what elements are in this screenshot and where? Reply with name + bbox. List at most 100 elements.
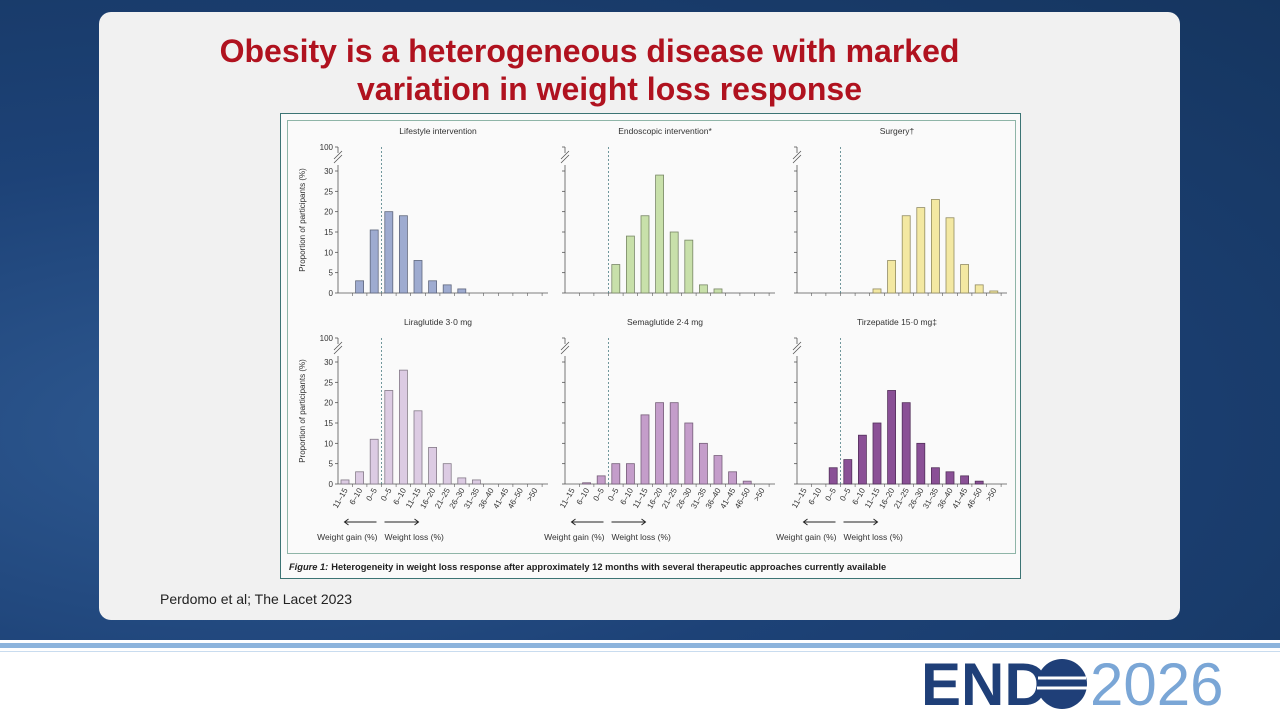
caption-label: Figure 1: [289, 562, 329, 572]
x-tick-label: 46–50 [733, 486, 752, 510]
y-tick-label: 30 [324, 358, 333, 367]
citation: Perdomo et al; The Lacet 2023 [160, 591, 352, 607]
y-tick-label: 10 [324, 439, 333, 448]
bar [728, 471, 737, 485]
bar [428, 280, 438, 294]
bar [916, 207, 926, 294]
x-tick-label: 6–10 [348, 486, 365, 506]
x-tick-label: 6–10 [575, 486, 592, 506]
bar [974, 284, 984, 294]
bar [428, 446, 438, 485]
axis-break [792, 150, 802, 164]
x-tick-label: >50 [752, 486, 767, 503]
y-tick-label: 100 [320, 143, 334, 152]
gain-arrow [570, 518, 604, 526]
x-tick-label: >50 [984, 486, 999, 503]
bar [843, 459, 853, 485]
bar [340, 479, 350, 485]
y-axis-label: Proportion of participants (%) [298, 168, 307, 272]
slide-title: Obesity is a heterogeneous disease with … [99, 32, 1180, 108]
y-tick-label: 20 [324, 399, 333, 408]
y-tick-label: 25 [324, 378, 333, 387]
x-tick-label: 11–15 [790, 486, 809, 510]
bar [699, 284, 708, 294]
bar [872, 422, 882, 485]
chart-title: Endoscopic intervention* [618, 126, 712, 136]
x-tick-label: 6–10 [807, 486, 824, 506]
bar [901, 402, 911, 485]
bar [684, 422, 694, 485]
bar [945, 471, 955, 485]
bar [887, 390, 896, 485]
bar [611, 463, 621, 485]
bar [398, 215, 408, 294]
figure-frame [280, 113, 1021, 579]
axis-break [560, 150, 570, 164]
gain-arrow [802, 518, 836, 526]
axis-break [333, 341, 343, 355]
gain-label: Weight gain (%) [317, 532, 377, 542]
bar [960, 475, 969, 485]
bar [669, 231, 679, 294]
logo-globe [1037, 659, 1087, 709]
gain-label: Weight gain (%) [776, 532, 836, 542]
chart-title: Surgery† [880, 126, 915, 136]
figure-caption: Figure 1: Heterogeneity in weight loss re… [289, 562, 886, 572]
y-tick-label: 30 [324, 167, 333, 176]
bar [457, 477, 467, 485]
bar [471, 479, 481, 485]
logo-globe-bands [1037, 676, 1087, 690]
bar [699, 442, 708, 485]
bar [828, 467, 838, 485]
figure-inner-frame [287, 120, 1016, 554]
bar [858, 434, 867, 485]
bar [384, 390, 394, 485]
bar [713, 288, 723, 294]
bar [442, 463, 452, 485]
bar [684, 239, 694, 294]
y-tick-label: 100 [320, 334, 334, 343]
bar [931, 199, 940, 294]
bar [626, 235, 635, 294]
bar [398, 369, 408, 485]
bar [989, 290, 999, 294]
bar [384, 211, 394, 294]
bar [369, 438, 379, 485]
bar [669, 402, 679, 485]
bar [442, 284, 452, 294]
gain-arrow [343, 518, 377, 526]
x-tick-label: 11–15 [331, 486, 350, 510]
x-tick-label: 0–5 [364, 486, 379, 503]
bar [355, 471, 365, 485]
chart-title: Liraglutide 3·0 mg [404, 317, 472, 327]
bar [640, 414, 650, 485]
bar [872, 288, 882, 294]
y-tick-label: 15 [324, 228, 333, 237]
chart-title: Lifestyle intervention [399, 126, 477, 136]
bar [369, 229, 379, 294]
x-tick-label: 46–50 [965, 486, 984, 510]
bar [901, 215, 911, 294]
axis-break [333, 150, 343, 164]
bar [626, 463, 635, 485]
y-tick-label: 25 [324, 187, 333, 196]
loss-label: Weight loss (%) [612, 532, 672, 542]
bar [974, 480, 984, 485]
x-tick-label: 11–15 [558, 486, 577, 510]
footer-line [0, 651, 1280, 652]
logo-brand: END [921, 651, 1048, 718]
bar [355, 280, 365, 294]
x-tick-label: >50 [525, 486, 540, 503]
loss-label: Weight loss (%) [385, 532, 445, 542]
bar [596, 475, 606, 485]
bar [582, 482, 591, 485]
y-tick-label: 15 [324, 419, 333, 428]
axis-break [560, 341, 570, 355]
bar [960, 264, 969, 294]
bar [931, 467, 940, 485]
bar [916, 442, 926, 485]
x-tick-label: 0–5 [591, 486, 606, 503]
bar [742, 480, 752, 485]
